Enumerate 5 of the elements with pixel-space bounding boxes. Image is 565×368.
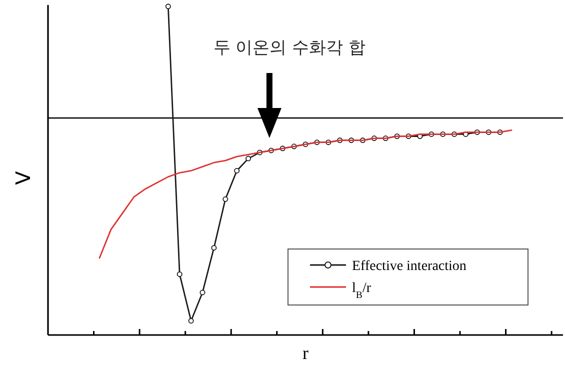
legend-label: Effective interaction — [352, 259, 466, 274]
legend-label: l$_{B}$/r — [352, 281, 372, 300]
y-axis-title: V — [11, 170, 35, 185]
annotation: 두 이온의 수화각 합 — [213, 38, 366, 58]
x-axis-title: r — [302, 343, 308, 363]
